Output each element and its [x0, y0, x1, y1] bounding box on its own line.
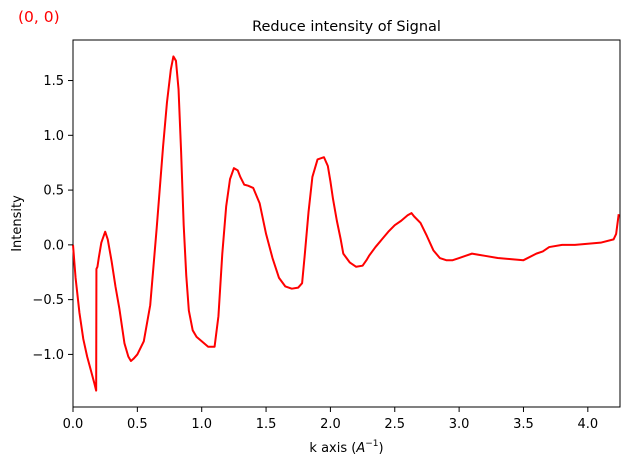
series-line-0 [72, 55, 620, 392]
x-axis-label-exponent: −1 [365, 439, 378, 449]
y-tick-label: −0.5 [32, 293, 64, 308]
corner-annotation: (0, 0) [18, 8, 60, 26]
chart-title: Reduce intensity of Signal [252, 19, 441, 35]
x-tick-label: 3.0 [449, 417, 470, 432]
series-layer [72, 55, 620, 392]
plot-frame [72, 39, 621, 408]
y-tick-label: −1.0 [32, 348, 64, 363]
y-axis-ticks: −1.0 −0.5 0.0 0.5 1.0 1.5 [32, 74, 73, 363]
x-tick-label: 2.0 [320, 417, 341, 432]
x-axis-label-unit: A [355, 441, 365, 456]
x-tick-label: 4.0 [577, 417, 598, 432]
x-axis-label-close: ) [379, 441, 384, 456]
x-tick-label: 1.0 [191, 417, 212, 432]
y-tick-label: 1.0 [43, 129, 64, 144]
x-tick-label: 0.5 [127, 417, 148, 432]
x-tick-label: 1.5 [256, 417, 277, 432]
x-tick-label: 3.5 [513, 417, 534, 432]
y-tick-label: 0.0 [43, 238, 64, 253]
x-axis-label-base: k axis ( [309, 441, 356, 456]
x-axis-label: k axis (A−1) [309, 439, 383, 456]
y-tick-label: 1.5 [43, 74, 64, 89]
y-tick-label: 0.5 [43, 184, 64, 199]
x-tick-label: 2.5 [384, 417, 405, 432]
x-axis-ticks: 0.0 0.5 1.0 1.5 2.0 2.5 3.0 3.5 4.0 [63, 407, 598, 432]
y-axis-label: Intensity [10, 195, 25, 252]
plot-area: 0.0 0.5 1.0 1.5 2.0 2.5 3.0 3.5 4.0 −1.0−0.50.00… [32, 39, 621, 432]
x-tick-label: 0.0 [63, 417, 84, 432]
